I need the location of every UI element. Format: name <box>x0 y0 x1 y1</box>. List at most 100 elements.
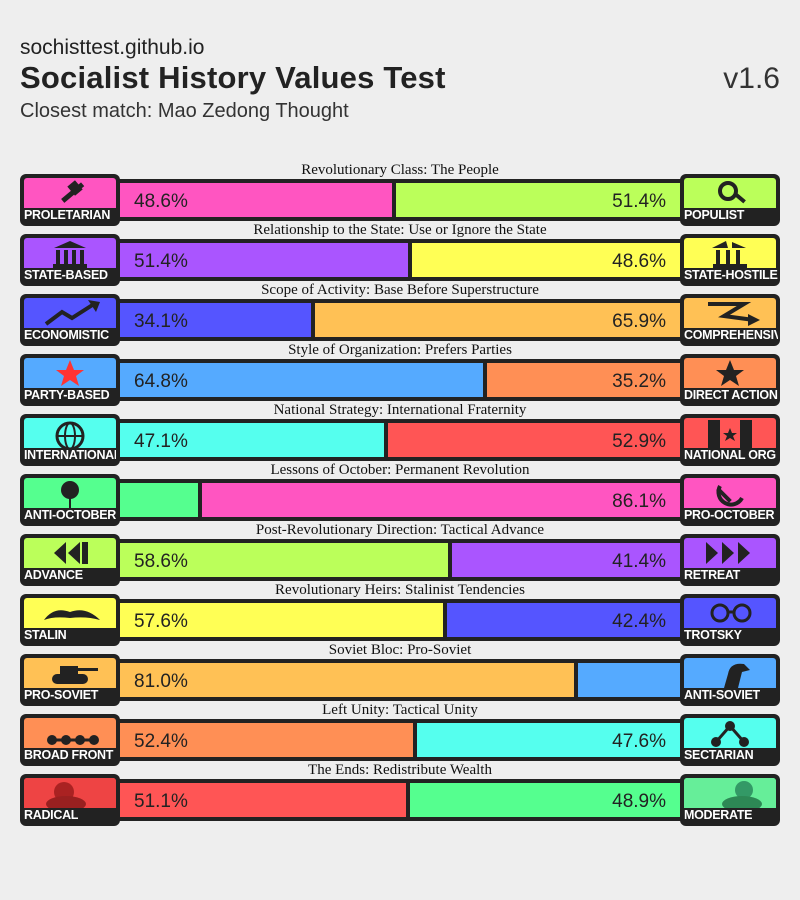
axis-row: Relationship to the State: Use or Ignore… <box>0 222 800 286</box>
magnifier-icon <box>684 178 776 208</box>
flag-star-icon <box>684 418 776 448</box>
axis-row: Revolutionary Class: The People PROLETARI… <box>0 162 800 226</box>
crossing-arrows-icon <box>684 298 776 328</box>
hammer-sickle-icon <box>684 478 776 508</box>
badge-label: PARTY-BASED <box>24 388 110 402</box>
axis-label: Style of Organization: Prefers Parties <box>288 342 512 358</box>
badge-label: POPULIST <box>684 208 745 222</box>
percent-label-left: 47.1% <box>134 431 188 452</box>
bar-segment-left: 34.1% <box>120 303 311 337</box>
rose-icon <box>24 478 116 508</box>
pro-soviet-badge: PRO-SOVIET <box>20 654 120 706</box>
glasses-icon <box>684 598 776 628</box>
pro-october-badge: PRO-OCTOBER <box>680 474 780 526</box>
trotsky-badge: TROTSKY <box>680 594 780 646</box>
hammer-icon <box>24 178 116 208</box>
axis-row: Revolutionary Heirs: Stalinist Tendencie… <box>0 582 800 646</box>
bar-segment-left: 48.6% <box>120 183 392 217</box>
bar-segment-left: 52.4% <box>120 723 413 757</box>
badge-label: BROAD FRONT <box>24 748 114 762</box>
axis-label: Relationship to the State: Use or Ignore… <box>253 222 547 238</box>
site-url: sochisttest.github.io <box>20 36 205 59</box>
percent-label-right: 48.9% <box>612 791 666 812</box>
axis-row: Scope of Activity: Base Before Superstru… <box>0 282 800 346</box>
bar-segment-right: 65.9% <box>315 303 680 337</box>
broken-building-icon <box>684 238 776 268</box>
percent-label-right: 52.9% <box>612 431 666 452</box>
percent-label-left: 58.6% <box>134 551 188 572</box>
percent-label-right: 47.6% <box>612 731 666 752</box>
percent-label-left: 48.6% <box>134 191 188 212</box>
globe-icon <box>24 418 116 448</box>
bar-segment-left: 51.4% <box>120 243 408 277</box>
state-based-badge: STATE-BASED <box>20 234 120 286</box>
bar-segment-right: 48.9% <box>410 783 680 817</box>
axis-label: The Ends: Redistribute Wealth <box>308 762 492 778</box>
badge-label: MODERATE <box>684 808 753 822</box>
bar-segment-left: 57.6% <box>120 603 443 637</box>
bar-segment-right: 47.6% <box>417 723 680 757</box>
badge-label: PROLETARIAN <box>24 208 111 222</box>
axis-row: Post-Revolutionary Direction: Tactical A… <box>0 522 800 586</box>
page-title: Socialist History Values Test <box>20 60 446 95</box>
axis-bar: 64.8% 35.2% <box>116 359 684 401</box>
axis-bar: 34.1% 65.9% <box>116 299 684 341</box>
state-hostile-badge: STATE-HOSTILE <box>680 234 780 286</box>
bar-segment-left: 64.8% <box>120 363 483 397</box>
badge-label: STATE-BASED <box>24 268 108 282</box>
badge-label: TROTSKY <box>684 628 742 642</box>
percent-label-left: 57.6% <box>134 611 188 632</box>
axis-bar: 48.6% 51.4% <box>116 179 684 221</box>
portrait-red-icon <box>24 778 116 808</box>
axis-bar: 58.6% 41.4% <box>116 539 684 581</box>
rewind-icon <box>24 538 116 568</box>
axis-bar: 47.1% 52.9% <box>116 419 684 461</box>
retreat-badge: RETREAT <box>680 534 780 586</box>
bar-segment-right: 48.6% <box>412 243 680 277</box>
axis-bar: 52.4% 47.6% <box>116 719 684 761</box>
bar-segment-left <box>120 483 198 517</box>
percent-label-left: 81.0% <box>134 671 188 692</box>
national-org-badge: NATIONAL ORG <box>680 414 780 466</box>
rising-chart-icon <box>24 298 116 328</box>
percent-label-right: 48.6% <box>612 251 666 272</box>
percent-label-left: 34.1% <box>134 311 188 332</box>
portrait-green-icon <box>684 778 776 808</box>
badge-label: INTERNATIONAL <box>24 448 118 462</box>
badge-label: RADICAL <box>24 808 79 822</box>
bar-segment-left: 81.0% <box>120 663 574 697</box>
bar-segment-left: 58.6% <box>120 543 448 577</box>
axis-bar: 51.1% 48.9% <box>116 779 684 821</box>
chain-dots-icon <box>24 718 116 748</box>
badge-label: COMPREHENSIVE <box>684 328 778 342</box>
badge-label: PRO-OCTOBER <box>684 508 775 522</box>
radical-badge: RADICAL <box>20 774 120 826</box>
broad-front-badge: BROAD FRONT <box>20 714 120 766</box>
badge-label: ANTI-OCTOBER <box>24 508 116 522</box>
international-badge: INTERNATIONAL <box>20 414 120 466</box>
version-label: v1.6 <box>723 62 780 95</box>
closest-match-text: Closest match: Mao Zedong Thought <box>20 100 349 122</box>
red-star-icon <box>24 358 116 388</box>
bar-segment-right: 51.4% <box>396 183 680 217</box>
bar-segment-right: 52.9% <box>388 423 680 457</box>
bar-segment-left: 51.1% <box>120 783 406 817</box>
fast-forward-icon <box>684 538 776 568</box>
comprehensive-badge: COMPREHENSIVE <box>680 294 780 346</box>
black-star-icon <box>684 358 776 388</box>
bar-segment-right: 86.1% <box>202 483 680 517</box>
axis-row: Left Unity: Tactical Unity BROAD FRONT SEC… <box>0 702 800 766</box>
axis-bar: 81.0% <box>116 659 684 701</box>
badge-label: ADVANCE <box>24 568 83 582</box>
hierarchy-icon <box>684 718 776 748</box>
axis-label: Revolutionary Class: The People <box>301 162 499 178</box>
axis-row: National Strategy: International Fratern… <box>0 402 800 466</box>
economistic-badge: ECONOMISTIC <box>20 294 120 346</box>
party-based-badge: PARTY-BASED <box>20 354 120 406</box>
axis-label: Scope of Activity: Base Before Superstru… <box>261 282 539 298</box>
axis-label: Revolutionary Heirs: Stalinist Tendencie… <box>275 582 525 598</box>
populist-badge: POPULIST <box>680 174 780 226</box>
axis-label: Post-Revolutionary Direction: Tactical A… <box>255 522 545 538</box>
axis-label: National Strategy: International Fratern… <box>273 402 527 418</box>
axis-row: The Ends: Redistribute Wealth RADICAL MODE… <box>0 762 800 826</box>
